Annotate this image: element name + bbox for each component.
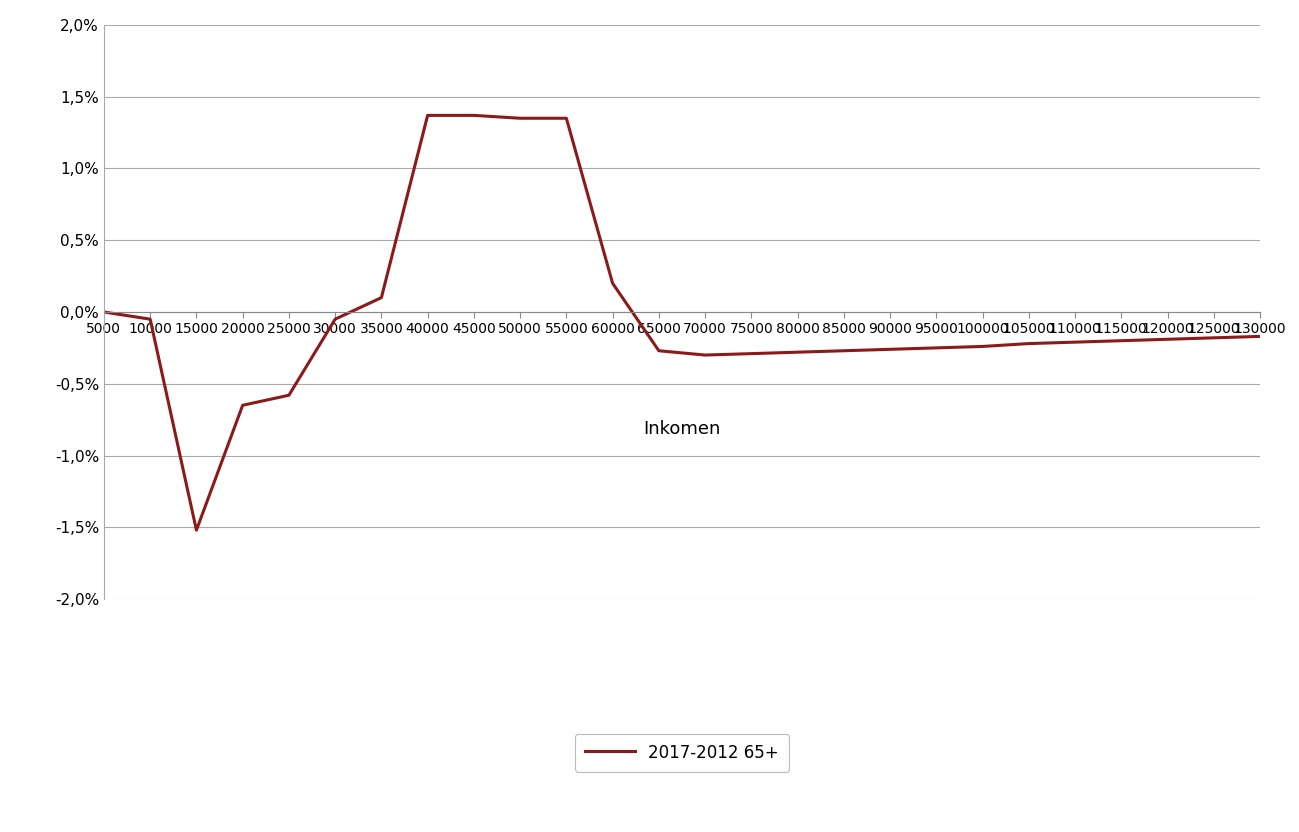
2017-2012 65+ (1021, 339, 1037, 349)
2017-2012 65+ (1205, 333, 1221, 343)
2017-2012 65+ (281, 390, 296, 400)
Line: 2017-2012 65+: 2017-2012 65+ (104, 116, 1260, 530)
Legend: 2017-2012 65+: 2017-2012 65+ (575, 734, 788, 771)
2017-2012 65+ (188, 525, 204, 535)
2017-2012 65+ (1068, 337, 1083, 347)
X-axis label: Inkomen: Inkomen (643, 420, 721, 438)
2017-2012 65+ (929, 343, 944, 353)
2017-2012 65+ (743, 349, 759, 359)
2017-2012 65+ (1160, 334, 1176, 344)
2017-2012 65+ (698, 350, 713, 360)
2017-2012 65+ (96, 307, 112, 317)
2017-2012 65+ (235, 400, 251, 410)
2017-2012 65+ (974, 341, 990, 351)
2017-2012 65+ (466, 111, 482, 121)
2017-2012 65+ (605, 278, 621, 289)
2017-2012 65+ (651, 346, 666, 356)
2017-2012 65+ (837, 346, 852, 356)
2017-2012 65+ (143, 314, 158, 324)
2017-2012 65+ (1113, 335, 1129, 346)
2017-2012 65+ (374, 293, 390, 303)
2017-2012 65+ (327, 314, 343, 324)
2017-2012 65+ (1252, 331, 1268, 341)
2017-2012 65+ (420, 111, 435, 121)
2017-2012 65+ (790, 347, 805, 357)
2017-2012 65+ (559, 113, 574, 123)
2017-2012 65+ (512, 113, 527, 123)
2017-2012 65+ (882, 344, 898, 354)
